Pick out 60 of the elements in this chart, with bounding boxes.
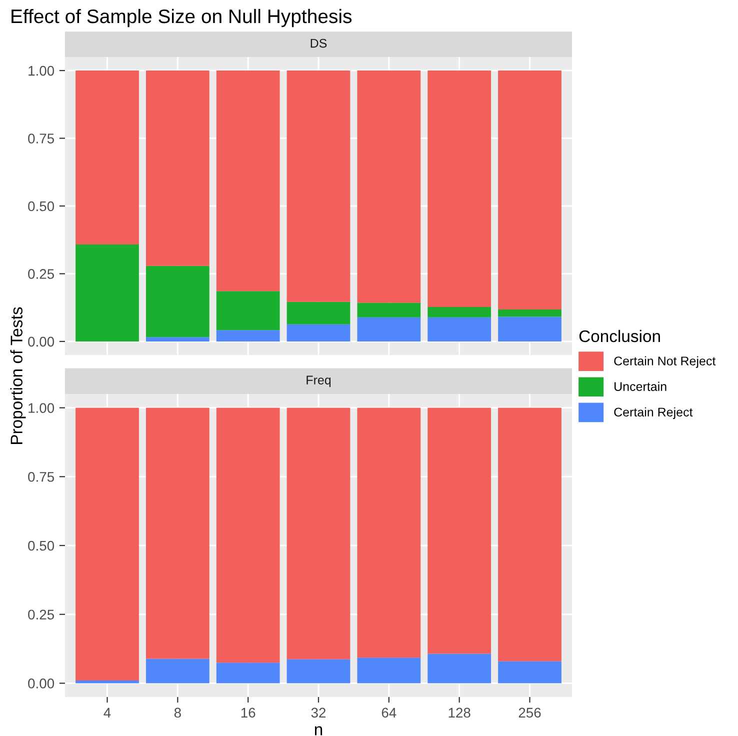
- bar: [76, 70, 139, 244]
- x-tick-label: 4: [104, 708, 111, 718]
- bar: [428, 654, 492, 684]
- bar: [498, 309, 562, 317]
- bar: [146, 408, 210, 659]
- bar: [146, 337, 210, 342]
- y-tick-label: 1.00: [28, 403, 54, 413]
- bar: [357, 408, 421, 658]
- x-tick-label: 64: [382, 708, 396, 718]
- bar: [498, 408, 562, 662]
- bar: [357, 317, 421, 342]
- legend-label: Certain Not Reject: [614, 356, 716, 368]
- y-tick-label: 0.00: [28, 336, 54, 347]
- bar: [357, 658, 421, 684]
- x-tick-label: 256: [518, 708, 541, 718]
- bar: [216, 662, 280, 684]
- legend-title: Conclusion: [579, 330, 660, 342]
- bar: [216, 291, 280, 330]
- bar: [146, 658, 210, 684]
- bar: [76, 680, 139, 684]
- bar: [146, 266, 210, 338]
- bar: [216, 408, 280, 663]
- chart-subtitle: Freq: [306, 376, 331, 387]
- y-tick-label: 0.50: [28, 201, 54, 212]
- bar: [216, 70, 280, 292]
- chart-title: Effect of Sample Size on Null Hypthesis: [12, 8, 352, 28]
- y-tick-label: 0.50: [28, 540, 54, 551]
- bar: [76, 408, 139, 680]
- bar: [216, 330, 280, 342]
- y-tick-label: 0.25: [28, 269, 54, 279]
- y-tick-label: 0.75: [28, 134, 54, 144]
- bar: [146, 70, 210, 266]
- legend-label: Certain Reject: [614, 407, 693, 420]
- bar: [357, 70, 421, 303]
- x-tick-label: 8: [174, 708, 181, 718]
- y-axis-title: Proportion of Tests: [10, 307, 26, 444]
- bar: [286, 408, 350, 660]
- bar: [498, 70, 562, 310]
- x-axis-title: n: [314, 726, 322, 736]
- bar: [428, 317, 492, 342]
- bar: [498, 316, 562, 342]
- bar: [428, 408, 492, 654]
- bar: [286, 70, 350, 302]
- x-tick-label: 32: [311, 708, 326, 718]
- bar: [76, 244, 139, 342]
- bar: [498, 661, 562, 684]
- chart-subtitle: DS: [310, 38, 327, 48]
- x-tick-label: 16: [241, 708, 256, 718]
- bar: [286, 659, 350, 684]
- bar: [286, 302, 350, 324]
- bar: [428, 307, 492, 318]
- y-tick-label: 0.25: [28, 610, 54, 620]
- y-tick-label: 1.00: [28, 66, 54, 76]
- bar: [357, 302, 421, 318]
- x-tick-label: 128: [448, 708, 470, 718]
- y-tick-label: 0.00: [28, 678, 54, 688]
- legend-label: Uncertain: [614, 382, 666, 391]
- y-tick-label: 0.75: [28, 472, 54, 482]
- bar: [428, 70, 492, 308]
- bar: [286, 324, 350, 342]
